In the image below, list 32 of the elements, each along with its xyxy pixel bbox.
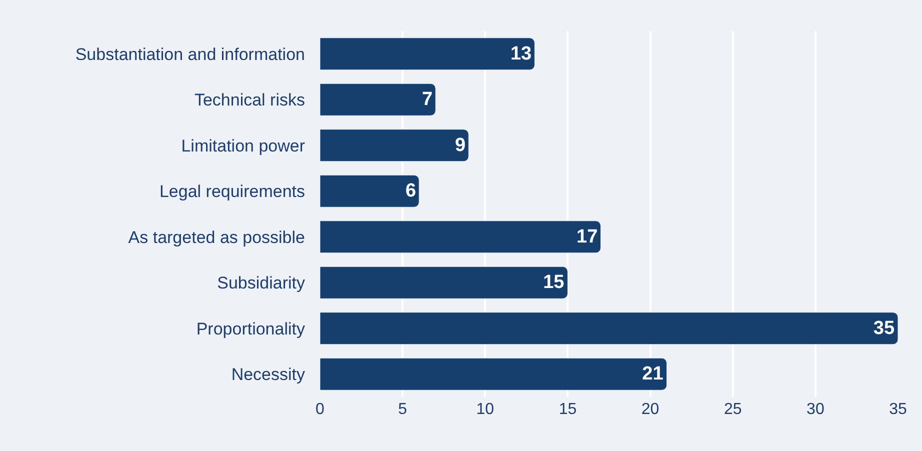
y-tick-label: Technical risks (194, 90, 305, 110)
y-tick-label: Subsidiarity (217, 274, 306, 293)
x-tick-label: 35 (889, 401, 907, 418)
data-label: 9 (454, 134, 466, 156)
bar (320, 220, 601, 254)
x-tick-label: 15 (558, 401, 577, 418)
data-label: 17 (576, 226, 598, 248)
y-tick-label: Limitation power (181, 136, 306, 156)
y-tick-label: As targeted as possible (128, 228, 305, 247)
data-label: 21 (642, 364, 664, 385)
bar (320, 129, 469, 162)
x-tick-label: 30 (806, 401, 824, 418)
data-label: 15 (543, 272, 565, 294)
x-tick-label: 0 (316, 401, 325, 418)
data-label: 7 (422, 89, 433, 110)
bar (320, 174, 420, 208)
data-label: 6 (405, 180, 416, 202)
bar (320, 83, 436, 116)
x-tick-label: 10 (476, 401, 494, 418)
x-tick-label: 25 (724, 401, 742, 418)
y-tick-label: Legal requirements (159, 182, 305, 202)
x-tick-label: 20 (641, 401, 660, 418)
data-label: 13 (510, 43, 532, 64)
data-label: 35 (873, 318, 895, 339)
y-tick-label: Proportionality (196, 319, 306, 338)
x-tick-label: 5 (398, 401, 408, 418)
bar (320, 38, 535, 70)
bar (320, 266, 568, 299)
bar (320, 358, 668, 390)
bar (320, 312, 898, 345)
y-tick-label: Necessity (231, 365, 306, 384)
y-tick-label: Substantiation and information (75, 44, 305, 64)
